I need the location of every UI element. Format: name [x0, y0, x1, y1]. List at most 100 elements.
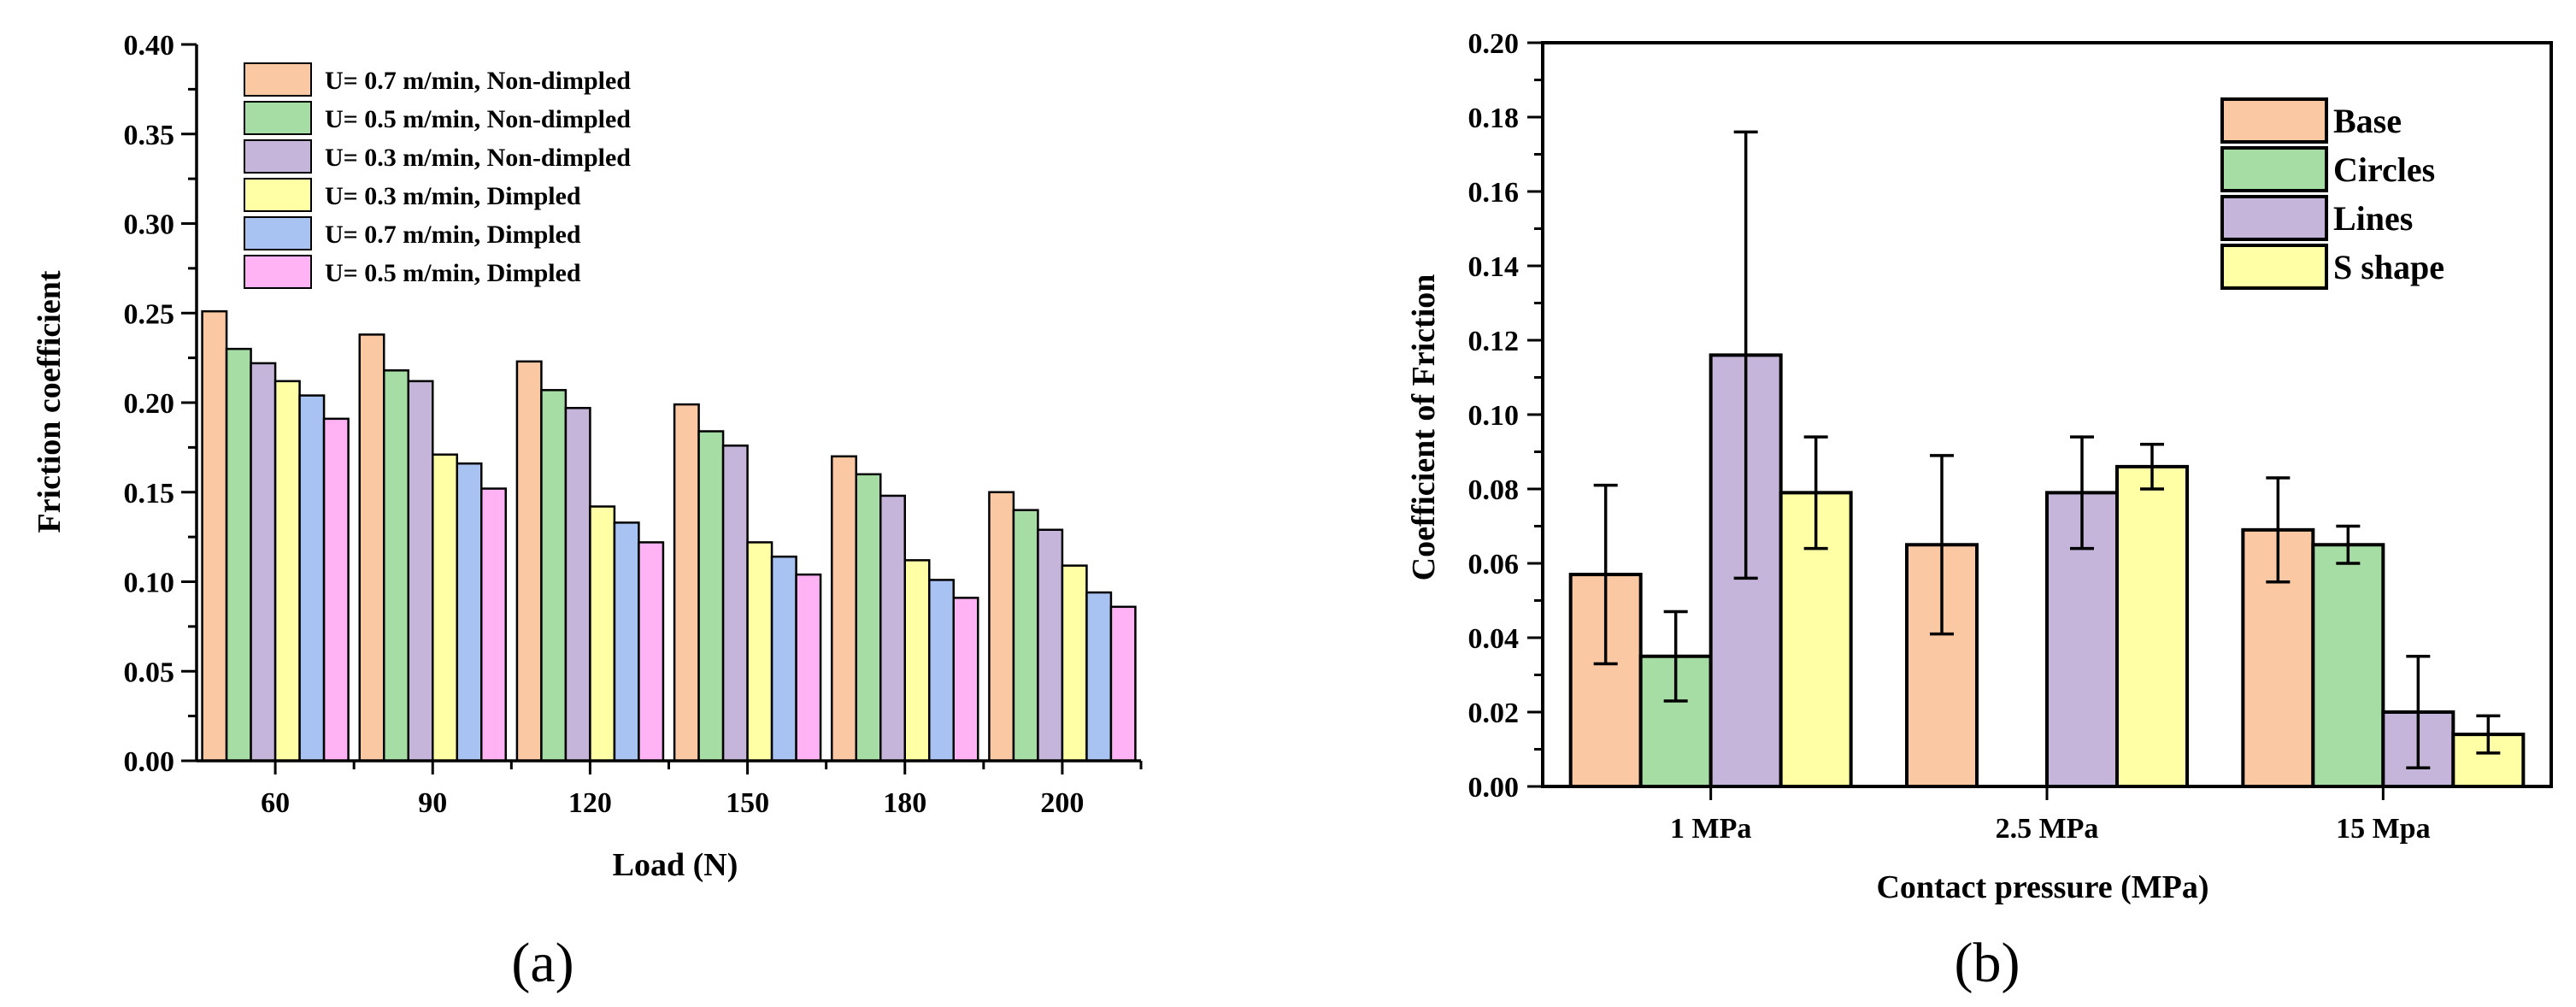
chart-a-legend-label: U= 0.5 m/min, Non-dimpled	[325, 105, 631, 133]
chart-a-bar	[1037, 528, 1064, 763]
chart-b-x-axis-label: Contact pressure (MPa)	[1876, 869, 2208, 905]
chart-a-bar	[322, 417, 350, 763]
chart-a-y-axis-label: Friction coefficient	[32, 270, 68, 533]
chart-a-y-tick-label: 0.30	[124, 209, 175, 241]
chart-a-bar	[273, 380, 301, 763]
chart-b-y-tick-label: 0.14	[1468, 251, 1520, 283]
chart-a-bar	[697, 430, 725, 763]
chart-a-y-tick-label: 0.00	[124, 746, 175, 778]
chart-a-bar	[515, 360, 543, 763]
chart-a-bar	[250, 362, 277, 763]
chart-b-y-tick-label: 0.04	[1468, 623, 1520, 655]
chart-a-bar	[952, 597, 979, 763]
chart-a-y-tick-label: 0.05	[124, 657, 175, 688]
chart-a-y-tick-label: 0.40	[124, 30, 175, 62]
chart-a-bar	[456, 462, 483, 763]
chart-a-panel-label: (a)	[511, 932, 573, 994]
chart-b-y-tick-label: 0.02	[1468, 698, 1520, 729]
chart-a-y-tick-label: 0.20	[124, 388, 175, 420]
chart-a-bar	[928, 579, 955, 763]
chart-a-bar	[879, 494, 906, 763]
chart-a-bar	[1012, 509, 1039, 763]
chart-a-legend-swatch	[244, 216, 312, 250]
chart-a-bar	[638, 541, 665, 763]
chart-b-legend: Base Circles Lines S shape	[2220, 97, 2444, 290]
chart-a-legend: U= 0.7 m/min, Non-dimpled U= 0.5 m/min, N…	[244, 62, 631, 289]
chart-b-y-axis: 0.00 0.02 0.04 0.06 0.08 0.10 0.12 0.14 0.16 0.18…	[1468, 28, 1543, 804]
chart-a-bar	[564, 407, 591, 763]
chart-a-bars	[201, 309, 1137, 763]
chart-a-bar	[903, 559, 931, 763]
chart-a-bar	[988, 491, 1015, 763]
chart-a-bar	[721, 445, 749, 763]
chart-b-y-axis-label: Coefficient of Friction	[1406, 274, 1442, 581]
chart-b-y-tick-label: 0.00	[1468, 772, 1520, 804]
chart-a-bar	[746, 541, 773, 763]
chart-b-legend-swatch	[2220, 244, 2328, 290]
chart-a-bar	[1085, 591, 1113, 763]
chart-a-bar	[432, 453, 458, 763]
chart-a-x-axis: 60 90 120 150 180 200	[195, 44, 1143, 819]
chart-b: 0.00 0.02 0.04 0.06 0.08 0.10 0.12 0.14 0.16 0.18…	[1406, 28, 2553, 994]
chart-a: 0.00 0.05 0.10 0.15 0.20 0.25 0.30 0.35 0.40 60 9…	[32, 30, 1143, 994]
chart-b-x-axis: 1 MPa 2.5 MPa 15 Mpa	[1541, 41, 2553, 845]
chart-b-x-tick-label: 2.5 MPa	[1996, 813, 2099, 845]
chart-a-y-tick-label: 0.25	[124, 298, 175, 330]
chart-a-y-tick-label: 0.35	[124, 120, 175, 151]
chart-b-legend-swatch	[2220, 146, 2328, 192]
chart-b-panel-label: (b)	[1955, 932, 2020, 994]
chart-a-y-tick-label: 0.15	[124, 478, 175, 509]
chart-b-legend-label: S shape	[2333, 248, 2444, 286]
chart-a-x-tick-label: 60	[261, 787, 290, 819]
chart-a-bar	[358, 333, 385, 763]
chart-b-y-tick-label: 0.20	[1468, 28, 1520, 60]
chart-a-bar	[540, 389, 568, 763]
chart-a-bar	[855, 473, 882, 763]
chart-a-legend-swatch	[244, 139, 312, 174]
chart-a-bar	[225, 347, 252, 763]
chart-a-bar	[201, 309, 228, 763]
chart-a-bar	[1061, 564, 1088, 763]
chart-a-x-tick-label: 180	[883, 787, 926, 819]
chart-b-legend-swatch	[2220, 97, 2328, 144]
chart-a-legend-label: U= 0.7 m/min, Dimpled	[325, 221, 581, 249]
chart-a-bar	[795, 573, 822, 763]
chart-a-y-tick-label: 0.10	[124, 568, 175, 599]
chart-b-x-tick-label: 15 Mpa	[2336, 813, 2431, 845]
chart-a-legend-swatch	[244, 178, 312, 212]
chart-b-legend-swatch	[2220, 195, 2328, 241]
chart-a-bar	[407, 380, 434, 763]
chart-a-bar	[480, 487, 507, 763]
chart-a-bar	[831, 455, 857, 763]
chart-a-legend-label: U= 0.7 m/min, Non-dimpled	[325, 67, 631, 95]
chart-a-y-axis: 0.00 0.05 0.10 0.15 0.20 0.25 0.30 0.35 0.40	[124, 30, 197, 778]
chart-a-bar	[613, 521, 640, 763]
chart-a-legend-swatch	[244, 62, 312, 97]
chart-b-y-tick-label: 0.10	[1468, 400, 1520, 432]
chart-b-y-tick-label: 0.12	[1468, 326, 1520, 357]
chart-a-x-tick-label: 90	[418, 787, 447, 819]
chart-a-x-axis-label: Load (N)	[613, 847, 738, 883]
chart-b-legend-label: Lines	[2333, 199, 2413, 238]
chart-b-bar	[2311, 543, 2385, 788]
chart-a-x-tick-label: 120	[568, 787, 612, 819]
chart-b-y-tick-label: 0.18	[1468, 103, 1520, 134]
chart-b-y-tick-label: 0.06	[1468, 549, 1520, 580]
chart-b-legend-label: Circles	[2333, 150, 2435, 189]
chart-a-bar	[770, 555, 797, 763]
chart-a-x-tick-label: 200	[1040, 787, 1084, 819]
chart-a-bar	[1109, 605, 1137, 763]
chart-a-bar	[383, 369, 409, 763]
chart-b-bar	[2115, 464, 2189, 789]
chart-b-y-tick-label: 0.16	[1468, 177, 1520, 209]
chart-b-y-tick-label: 0.08	[1468, 474, 1520, 506]
chart-a-bar	[589, 505, 616, 763]
chart-a-legend-label: U= 0.3 m/min, Dimpled	[325, 182, 581, 210]
chart-a-bar	[673, 403, 700, 763]
chart-a-x-tick-label: 150	[726, 787, 769, 819]
chart-b-bars	[1568, 130, 2526, 789]
chart-a-legend-label: U= 0.5 m/min, Dimpled	[325, 259, 581, 287]
chart-a-legend-swatch	[244, 255, 312, 289]
chart-a-bar	[298, 394, 326, 763]
